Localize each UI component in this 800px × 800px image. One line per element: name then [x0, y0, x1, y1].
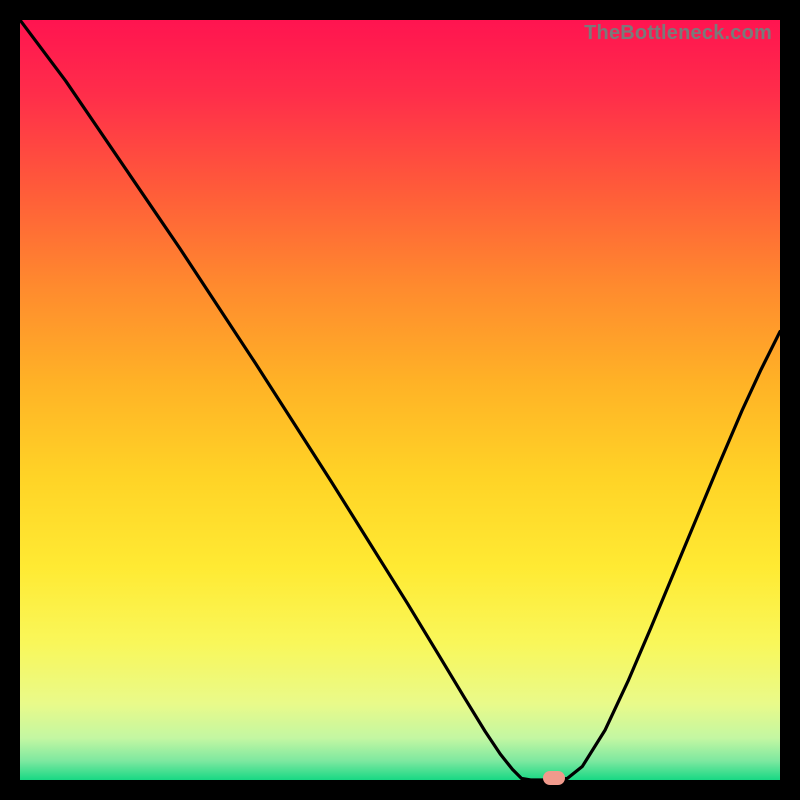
chart-frame: TheBottleneck.com: [0, 0, 800, 800]
optimum-marker: [543, 771, 565, 785]
plot-area: TheBottleneck.com: [20, 20, 780, 780]
bottleneck-curve: [20, 20, 780, 780]
watermark-text: TheBottleneck.com: [584, 22, 772, 45]
